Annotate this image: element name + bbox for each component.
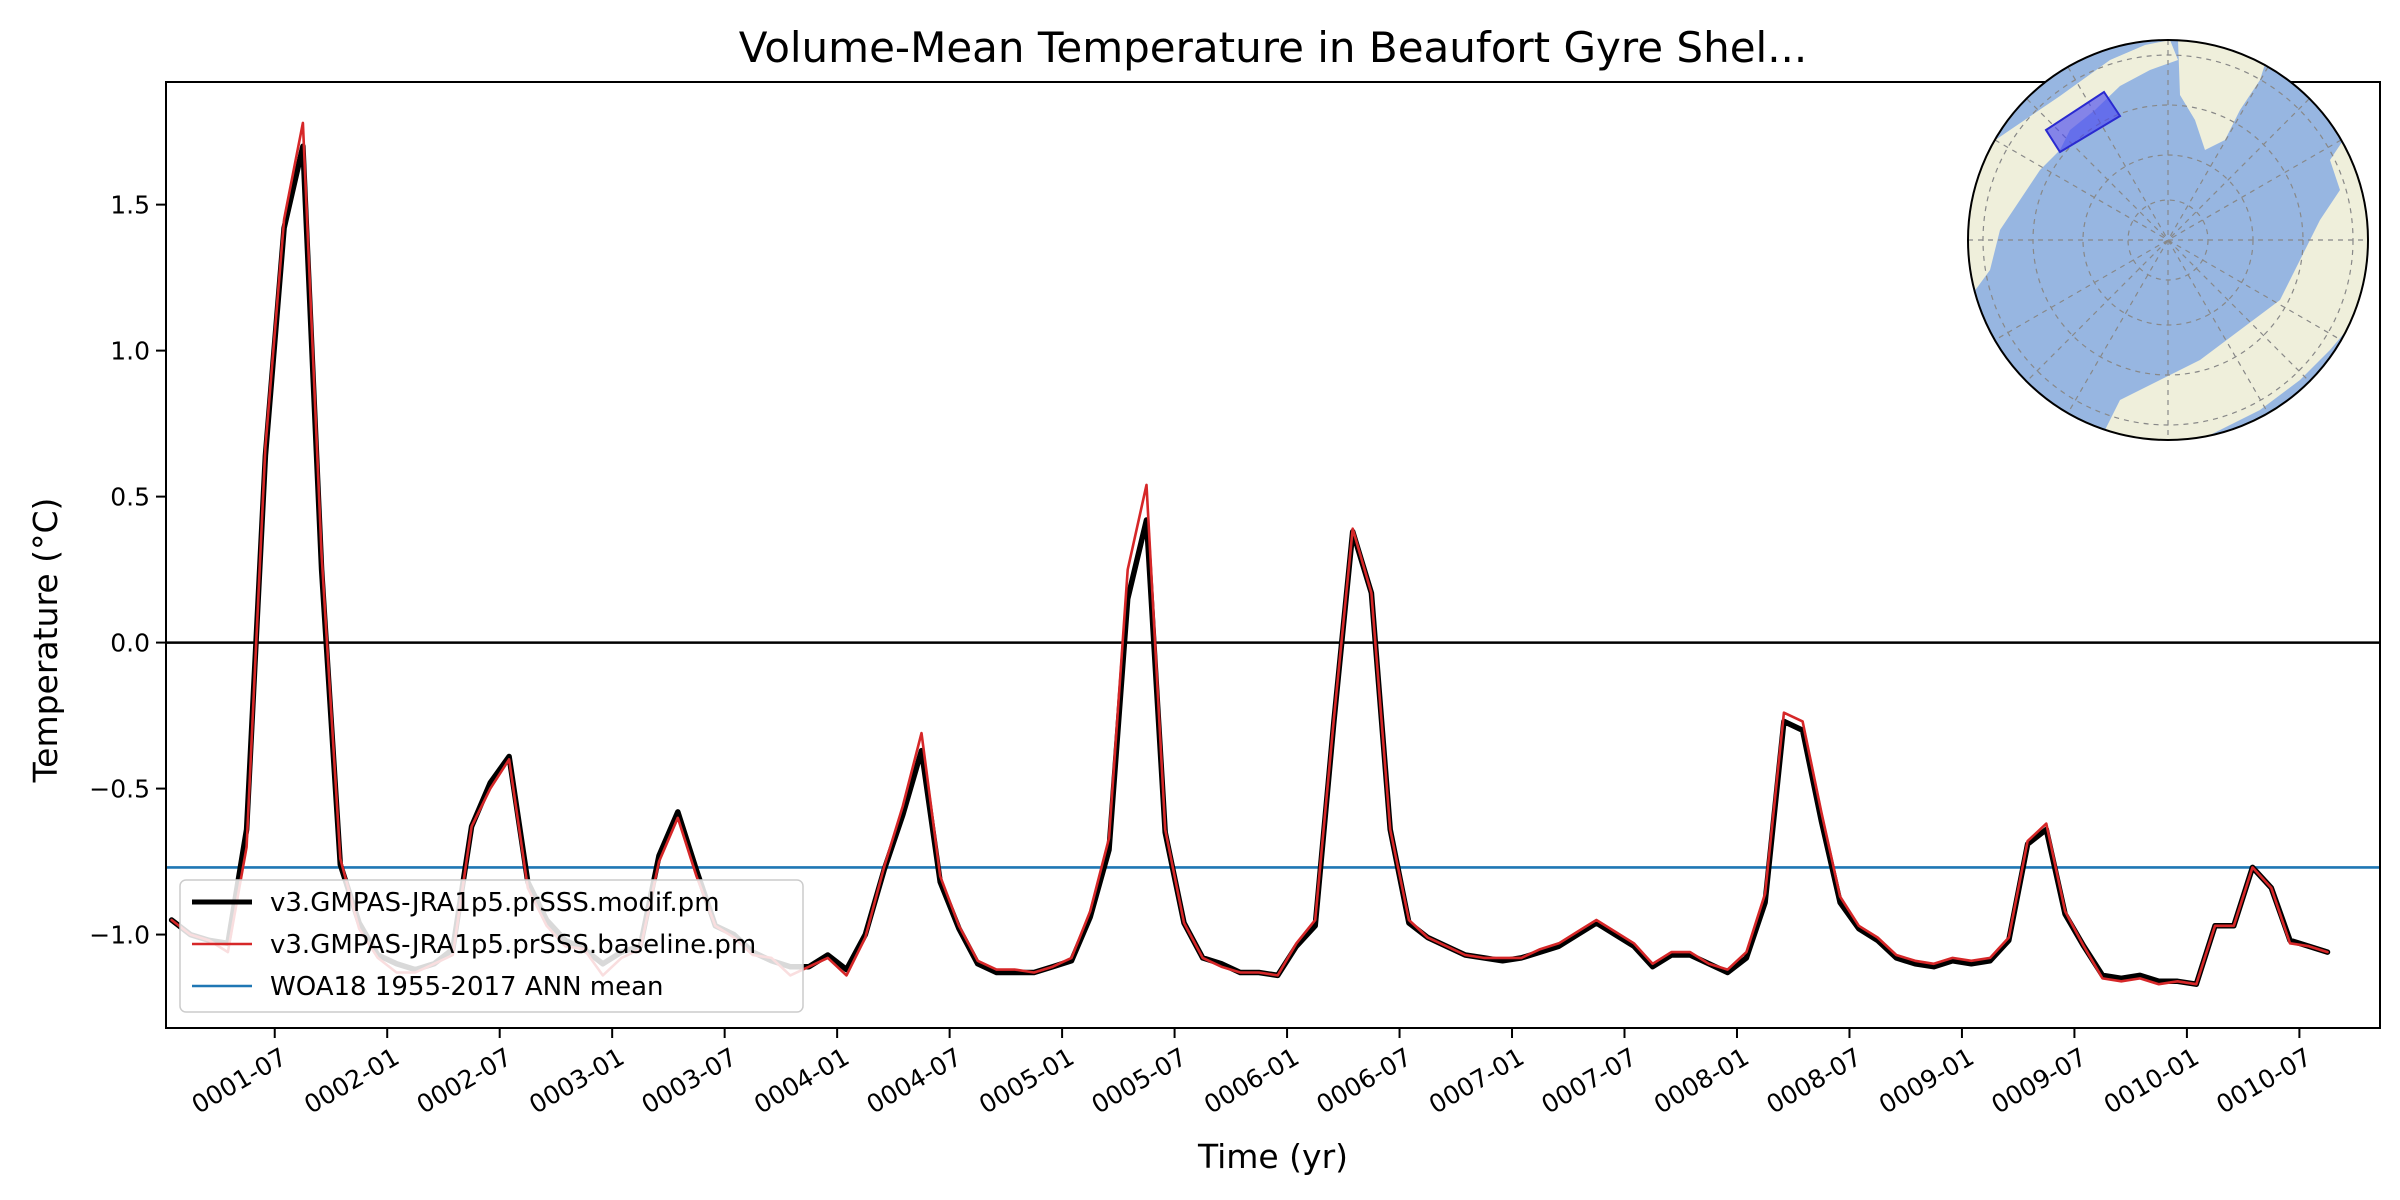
x-tick-label: 0009-01 — [1874, 1042, 1979, 1119]
y-tick-label: 1.0 — [110, 337, 150, 366]
y-tick-label: −0.5 — [89, 775, 150, 804]
legend-box — [179, 879, 804, 1013]
x-tick-label: 0004-07 — [862, 1042, 967, 1119]
y-axis-label: Temperature (°C) — [26, 498, 65, 784]
x-tick-label: 0005-07 — [1087, 1042, 1192, 1119]
x-tick-label: 0007-07 — [1537, 1042, 1642, 1119]
map-land-north-america — [1968, 40, 2178, 330]
x-tick-label: 0007-01 — [1424, 1042, 1529, 1119]
x-tick-label: 0010-01 — [2099, 1042, 2204, 1119]
x-tick-label: 0010-07 — [2211, 1042, 2316, 1119]
legend-label-woa: WOA18 1955-2017 ANN mean — [270, 972, 664, 1002]
x-tick-label: 0004-01 — [749, 1042, 854, 1119]
x-tick-label: 0008-07 — [1761, 1042, 1866, 1119]
x-axis-label: Time (yr) — [1197, 1137, 1348, 1176]
x-tick-label: 0006-07 — [1312, 1042, 1417, 1119]
x-tick-label: 0006-01 — [1199, 1042, 1304, 1119]
x-tick-label: 0009-07 — [1986, 1042, 2091, 1119]
inset-map — [1967, 39, 2369, 441]
map-outline — [1967, 39, 2369, 441]
x-tick-label: 0005-01 — [974, 1042, 1079, 1119]
x-tick-label: 0002-07 — [412, 1042, 517, 1119]
chart-title: Volume-Mean Temperature in Beaufort Gyre… — [739, 23, 1808, 72]
y-tick-label: 0.0 — [110, 629, 150, 658]
x-tick-label: 0002-01 — [299, 1042, 404, 1119]
x-tick-label: 0003-01 — [524, 1042, 629, 1119]
map-graticule — [1968, 40, 2368, 440]
x-tick-label: 0003-07 — [637, 1042, 742, 1119]
x-tick-label: 0001-07 — [187, 1042, 292, 1119]
y-tick-label: 1.5 — [110, 191, 150, 220]
legend: v3.GMPAS-JRA1p5.prSSS.modif.pm v3.GMPAS-… — [179, 879, 804, 1013]
map-land-eurasia — [2100, 130, 2368, 440]
x-tick-label: 0008-01 — [1649, 1042, 1754, 1119]
y-tick-label: 0.5 — [110, 483, 150, 512]
map-land-greenland — [2178, 40, 2270, 150]
legend-label-baseline: v3.GMPAS-JRA1p5.prSSS.baseline.pm — [270, 930, 756, 960]
y-tick-label: −1.0 — [89, 921, 150, 950]
map-region-highlight — [2044, 90, 2122, 154]
legend-label-modif: v3.GMPAS-JRA1p5.prSSS.modif.pm — [270, 888, 720, 918]
plot-frame — [165, 81, 2381, 1029]
